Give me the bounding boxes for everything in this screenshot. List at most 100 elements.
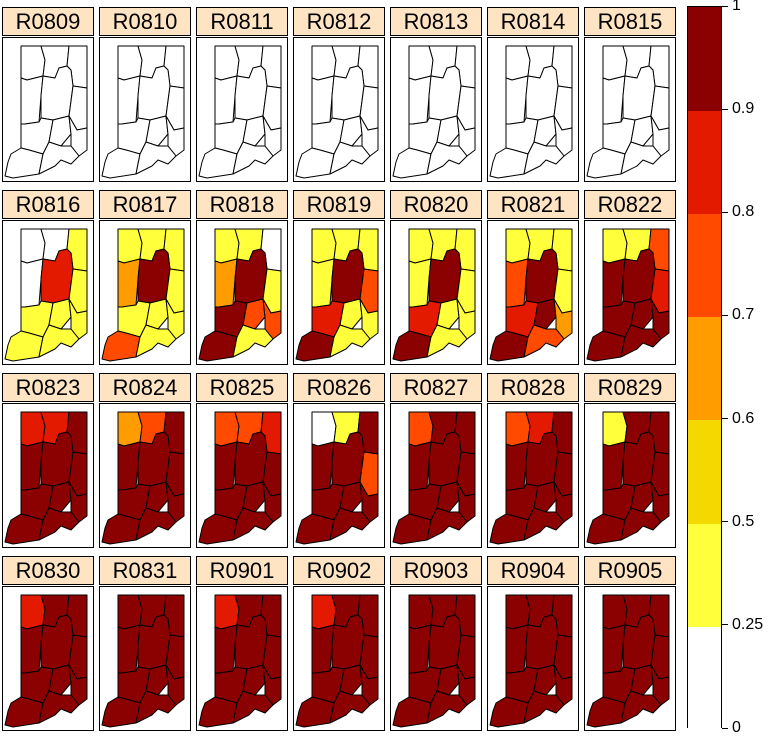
panel-map bbox=[293, 403, 385, 548]
panel-map bbox=[99, 220, 191, 365]
map-panel: R0903 bbox=[389, 555, 482, 731]
panel-map bbox=[2, 37, 94, 182]
region-far-south bbox=[329, 690, 371, 724]
region-northwest bbox=[311, 411, 337, 447]
region-far-southwest bbox=[295, 696, 335, 728]
panel-map bbox=[293, 37, 385, 182]
region-far-south bbox=[329, 141, 371, 175]
region-far-southwest bbox=[4, 513, 44, 545]
panel-label: R0814 bbox=[487, 7, 579, 36]
region-southeast bbox=[359, 115, 379, 157]
map-panel: R0814 bbox=[486, 6, 579, 182]
colorbar-tick bbox=[722, 624, 728, 625]
colorbar-tick bbox=[722, 315, 728, 316]
map-svg bbox=[295, 411, 379, 545]
region-far-south bbox=[329, 507, 371, 541]
region-southeast bbox=[262, 115, 282, 157]
region-far-south bbox=[523, 507, 565, 541]
region-northwest bbox=[311, 594, 337, 630]
region-far-south bbox=[38, 141, 80, 175]
region-west-central bbox=[20, 258, 44, 308]
map-svg bbox=[198, 594, 282, 728]
region-far-south bbox=[426, 507, 468, 541]
region-west-central bbox=[408, 258, 432, 308]
region-far-southwest bbox=[198, 330, 238, 362]
region-west-central bbox=[408, 624, 432, 674]
region-west-central bbox=[20, 624, 44, 674]
region-far-south bbox=[426, 690, 468, 724]
region-west-central bbox=[311, 624, 335, 674]
panel-map bbox=[196, 220, 288, 365]
region-south-central bbox=[630, 481, 654, 513]
region-far-south bbox=[523, 690, 565, 724]
region-southeast bbox=[262, 298, 282, 340]
region-far-southwest bbox=[392, 330, 432, 362]
region-far-southwest bbox=[295, 147, 335, 179]
region-northwest bbox=[117, 228, 143, 264]
colorbar-band bbox=[688, 419, 721, 524]
panel-map bbox=[487, 403, 579, 548]
region-southeast bbox=[262, 664, 282, 706]
panel-label: R0828 bbox=[487, 373, 579, 402]
map-svg bbox=[295, 228, 379, 362]
region-southeast bbox=[262, 481, 282, 523]
region-far-south bbox=[232, 141, 274, 175]
map-panel: R0901 bbox=[195, 555, 288, 731]
region-far-southwest bbox=[586, 147, 626, 179]
region-south-central bbox=[48, 298, 72, 330]
map-panel: R0810 bbox=[98, 6, 191, 182]
region-west-central bbox=[505, 258, 529, 308]
region-far-south bbox=[232, 507, 274, 541]
map-panel: R0826 bbox=[292, 372, 385, 548]
panel-map bbox=[390, 220, 482, 365]
region-south-central bbox=[533, 115, 557, 147]
panel-map bbox=[196, 37, 288, 182]
region-northwest bbox=[214, 411, 240, 447]
map-svg bbox=[489, 45, 573, 179]
region-southeast bbox=[553, 298, 573, 340]
region-northwest bbox=[602, 45, 628, 81]
panel-label: R0809 bbox=[2, 7, 94, 36]
region-northwest bbox=[408, 228, 434, 264]
region-south-central bbox=[242, 664, 266, 696]
colorbar-band bbox=[688, 110, 721, 215]
map-panel: R0820 bbox=[389, 189, 482, 365]
map-panel: R0829 bbox=[583, 372, 676, 548]
region-south-central bbox=[48, 481, 72, 513]
panel-label: R0811 bbox=[196, 7, 288, 36]
region-west-central bbox=[505, 624, 529, 674]
map-svg bbox=[586, 594, 670, 728]
map-svg bbox=[4, 45, 88, 179]
colorbar-band bbox=[688, 213, 721, 318]
colorbar-band bbox=[688, 522, 721, 627]
region-south-central bbox=[339, 481, 363, 513]
panel-label: R0904 bbox=[487, 556, 579, 585]
region-far-southwest bbox=[489, 696, 529, 728]
region-southeast bbox=[650, 115, 670, 157]
region-northwest bbox=[20, 594, 46, 630]
panel-map bbox=[196, 403, 288, 548]
region-northwest bbox=[214, 45, 240, 81]
region-west-central bbox=[214, 75, 238, 125]
region-south-central bbox=[630, 664, 654, 696]
panel-grid: R0809 R0810 R0811 R0812 R0813 R0814 R0815 R0816… bbox=[2, 6, 676, 731]
panel-map bbox=[584, 403, 676, 548]
map-svg bbox=[586, 228, 670, 362]
colorbar-tick bbox=[722, 728, 728, 729]
panel-label: R0827 bbox=[390, 373, 482, 402]
region-far-southwest bbox=[489, 330, 529, 362]
map-panel: R0817 bbox=[98, 189, 191, 365]
colorbar-tick bbox=[722, 418, 728, 419]
map-panel: R0824 bbox=[98, 372, 191, 548]
map-panel: R0812 bbox=[292, 6, 385, 182]
region-far-south bbox=[426, 141, 468, 175]
map-svg bbox=[295, 594, 379, 728]
region-far-southwest bbox=[101, 330, 141, 362]
region-far-southwest bbox=[4, 330, 44, 362]
region-west-central bbox=[408, 441, 432, 491]
panel-label: R0821 bbox=[487, 190, 579, 219]
map-svg bbox=[392, 594, 476, 728]
map-panel: R0905 bbox=[583, 555, 676, 731]
panel-map bbox=[293, 220, 385, 365]
map-svg bbox=[586, 45, 670, 179]
